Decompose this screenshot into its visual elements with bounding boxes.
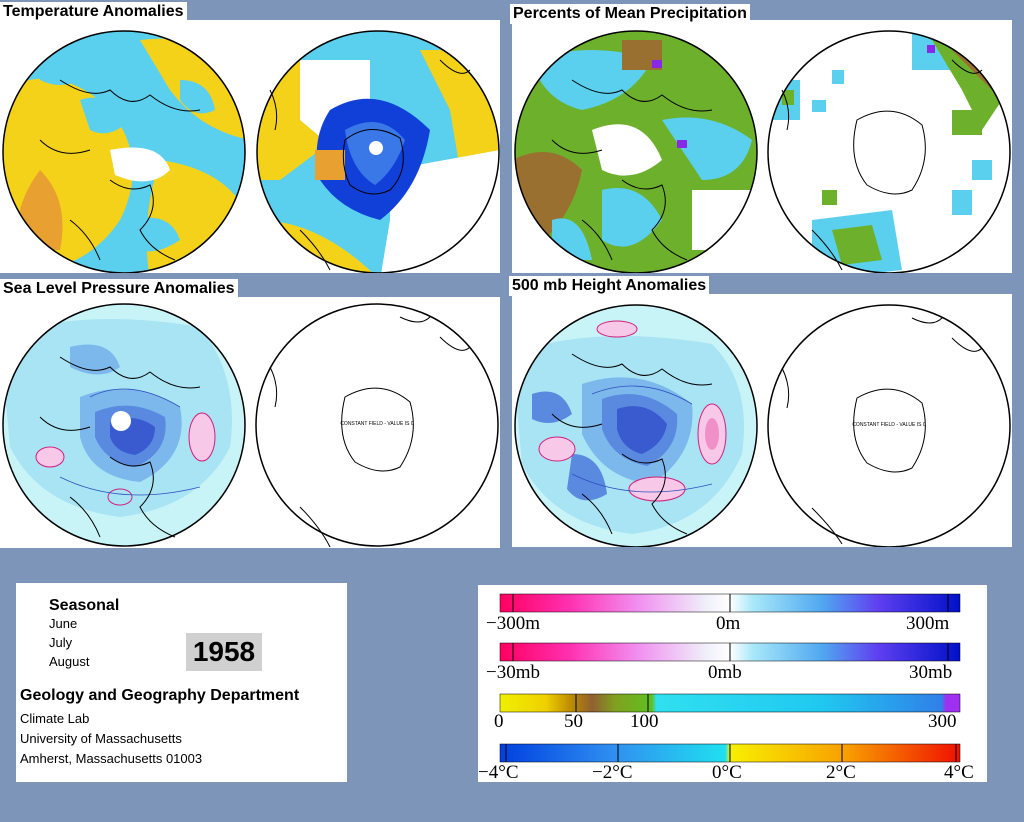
address-label: Amherst, Massachusetts 01003 <box>20 751 203 766</box>
legend-box: −300m 0m 300m −30mb 0mb 30mb 0 50 100 30… <box>478 585 987 782</box>
precip-scale: 0 50 100 300 <box>494 693 961 732</box>
month-june: June <box>49 616 78 631</box>
precipitation-panel <box>512 20 1012 273</box>
pressure-scale: −30mb 0mb 30mb <box>486 642 961 683</box>
university-label: University of Massachusetts <box>20 731 182 746</box>
height500-maps: CONSTANT FIELD - VALUE IS 0 <box>514 304 1011 547</box>
pressure-label-min: −30mb <box>486 662 540 683</box>
precip-label-0: 0 <box>494 711 504 732</box>
height-label-max: 300m <box>906 613 950 634</box>
temperature-title: Temperature Anomalies <box>0 2 187 22</box>
temperature-panel <box>0 20 500 273</box>
pressure-label-zero: 0mb <box>708 662 742 683</box>
slp-south-hemisphere-map: CONSTANT FIELD - VALUE IS 0 <box>255 303 499 548</box>
slp-maps: CONSTANT FIELD - VALUE IS 0 <box>2 303 499 548</box>
slp-title: Sea Level Pressure Anomalies <box>0 279 238 299</box>
height-label-zero: 0m <box>716 613 741 634</box>
precip-label-100: 100 <box>630 711 659 732</box>
temp-label-0: 0°C <box>712 762 742 782</box>
temperature-maps <box>2 30 500 273</box>
department-label: Geology and Geography Department <box>20 687 300 704</box>
month-july: July <box>49 635 73 650</box>
lab-label: Climate Lab <box>20 711 90 726</box>
precipitation-north-hemisphere-map <box>514 30 758 273</box>
temp-scale: −4°C −2°C 0°C 2°C 4°C <box>478 743 974 782</box>
height500-north-hemisphere-map <box>514 304 758 547</box>
legend-scales: −300m 0m 300m −30mb 0mb 30mb 0 50 100 30… <box>478 593 974 782</box>
year-label: 1958 <box>186 633 262 671</box>
height-scale: −300m 0m 300m <box>486 593 961 634</box>
info-box: Seasonal June July August 1958 Geology a… <box>16 583 347 782</box>
temp-label-minus2: −2°C <box>592 762 633 782</box>
precipitation-title: Percents of Mean Precipitation <box>510 4 750 24</box>
height500-panel: CONSTANT FIELD - VALUE IS 0 <box>512 294 1012 547</box>
precipitation-south-hemisphere-map <box>767 30 1011 273</box>
slp-constant-field-note: CONSTANT FIELD - VALUE IS 0 <box>340 421 414 427</box>
height-label-min: −300m <box>486 613 540 634</box>
height500-title: 500 mb Height Anomalies <box>509 276 710 296</box>
precip-label-50: 50 <box>564 711 583 732</box>
temperature-north-hemisphere-map <box>2 30 246 273</box>
pressure-label-max: 30mb <box>909 662 952 683</box>
slp-panel: CONSTANT FIELD - VALUE IS 0 <box>0 297 500 548</box>
temperature-south-hemisphere-map <box>256 30 500 273</box>
temp-label-4: 4°C <box>944 762 974 782</box>
month-august: August <box>49 654 90 669</box>
temp-label-2: 2°C <box>826 762 856 782</box>
precip-label-300: 300 <box>928 711 957 732</box>
height500-south-hemisphere-map: CONSTANT FIELD - VALUE IS 0 <box>767 304 1011 547</box>
precipitation-maps <box>514 30 1011 273</box>
slp-north-hemisphere-map <box>2 303 246 547</box>
height500-constant-field-note: CONSTANT FIELD - VALUE IS 0 <box>852 422 926 428</box>
temp-label-minus4: −4°C <box>478 762 519 782</box>
season-label: Seasonal <box>49 597 120 614</box>
